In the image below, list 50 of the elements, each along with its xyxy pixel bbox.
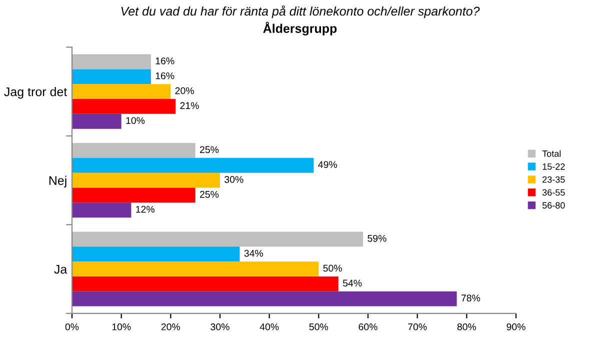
data-label: 16% <box>156 72 174 80</box>
bar <box>72 69 151 84</box>
data-label: 49% <box>318 161 338 168</box>
data-label: 16% <box>156 57 174 64</box>
chart-subtitle: Åldersgrupp <box>263 22 337 36</box>
bar <box>72 114 122 129</box>
x-tick-label: 0% <box>65 323 79 330</box>
bar <box>72 143 196 158</box>
data-label: 54% <box>342 280 362 287</box>
data-label: 10% <box>126 117 145 124</box>
data-label: 20% <box>175 87 194 94</box>
data-label: 30% <box>224 176 244 183</box>
data-label: 25% <box>200 190 219 198</box>
x-tick-label: 60% <box>358 323 378 330</box>
bar <box>72 262 319 276</box>
x-tick-label: 20% <box>161 323 180 330</box>
data-label: 50% <box>323 264 342 272</box>
x-tick-label: 40% <box>260 323 279 330</box>
bar <box>72 276 338 292</box>
legend-label: 56-80 <box>542 202 565 209</box>
legend-label: 15-22 <box>542 163 565 170</box>
x-tick-label: 10% <box>112 323 131 330</box>
bar <box>72 291 457 306</box>
legend-label: Total <box>542 150 561 157</box>
bar <box>72 246 240 262</box>
x-tick-label: 30% <box>210 323 230 330</box>
legend-label: 36-55 <box>542 189 565 196</box>
data-label: 78% <box>461 294 480 302</box>
data-label: 34% <box>244 250 264 257</box>
bar <box>72 99 176 114</box>
bar <box>72 158 314 173</box>
x-tick-label: 70% <box>408 323 427 330</box>
x-tick-label: 90% <box>506 323 526 330</box>
bar <box>72 232 364 247</box>
y-tick-label: Nej <box>49 176 66 188</box>
x-tick-label: 50% <box>309 323 328 330</box>
legend-label: 23-35 <box>542 176 565 183</box>
bar <box>72 202 132 218</box>
bar <box>72 54 151 70</box>
bar <box>72 172 220 188</box>
data-label: 12% <box>136 206 154 213</box>
data-label: 21% <box>180 102 199 110</box>
y-tick-label: Jag tror det <box>4 87 68 99</box>
data-label: 59% <box>368 234 386 242</box>
y-tick-label: Ja <box>54 264 68 274</box>
bar <box>72 188 196 203</box>
data-label: 25% <box>200 146 219 154</box>
bar <box>72 84 171 100</box>
x-tick-label: 80% <box>457 323 476 330</box>
chart-title: Vet du vad du har för ränta på ditt lönekonto och/eller sparkonto? <box>121 5 480 18</box>
